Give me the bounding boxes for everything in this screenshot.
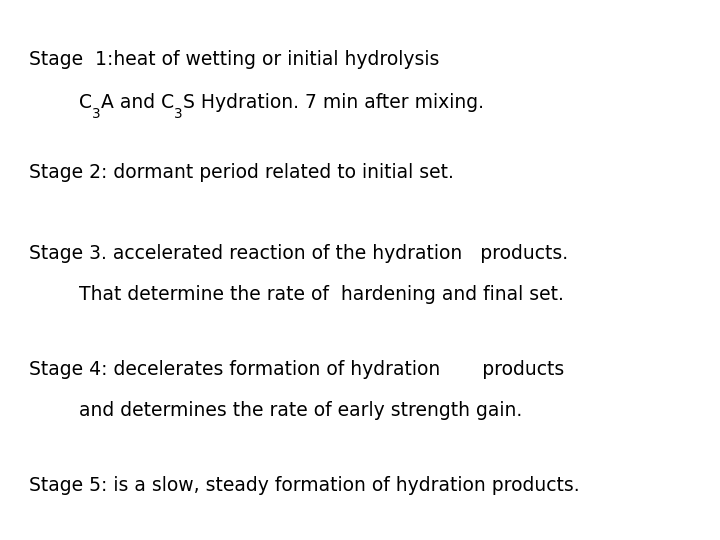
Text: Stage  1:heat of wetting or initial hydrolysis: Stage 1:heat of wetting or initial hydro… xyxy=(29,50,439,69)
Text: Stage 2: dormant period related to initial set.: Stage 2: dormant period related to initi… xyxy=(29,163,454,182)
Text: and determines the rate of early strength gain.: and determines the rate of early strengt… xyxy=(79,401,523,420)
Text: 3: 3 xyxy=(174,107,183,121)
Text: A and C: A and C xyxy=(101,93,174,112)
Text: Stage 4: decelerates formation of hydration       products: Stage 4: decelerates formation of hydrat… xyxy=(29,360,564,379)
Text: Stage 3. accelerated reaction of the hydration   products.: Stage 3. accelerated reaction of the hyd… xyxy=(29,244,568,263)
Text: That determine the rate of  hardening and final set.: That determine the rate of hardening and… xyxy=(79,285,564,303)
Text: Stage 5: is a slow, steady formation of hydration products.: Stage 5: is a slow, steady formation of … xyxy=(29,476,580,495)
Text: S Hydration. 7 min after mixing.: S Hydration. 7 min after mixing. xyxy=(183,93,484,112)
Text: C: C xyxy=(79,93,92,112)
Text: 3: 3 xyxy=(92,107,101,121)
